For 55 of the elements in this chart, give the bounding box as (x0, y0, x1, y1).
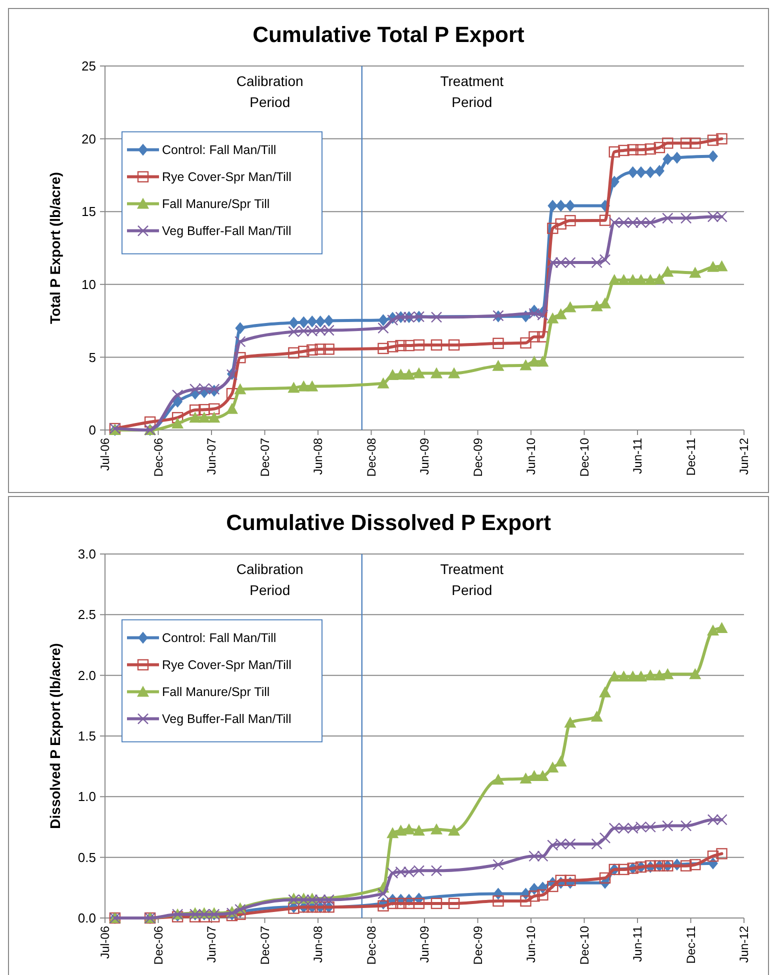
legend-label: Control: Fall Man/Till (162, 143, 276, 158)
legend-label: Rye Cover-Spr Man/Till (162, 658, 292, 672)
x-tick-label: Dec-10 (577, 926, 592, 965)
x-tick-label: Jun-08 (311, 926, 326, 963)
x-tick-label: Jun-12 (737, 438, 752, 475)
legend-label: Fall Manure/Spr Till (162, 197, 270, 212)
annotation: Treatment Period (440, 561, 504, 598)
y-tick-label: 3.0 (78, 546, 96, 562)
y-tick-label: 25 (82, 58, 96, 74)
y-axis-title: Dissolved P Export (lb/acre) (47, 643, 63, 829)
x-tick-label: Jul-06 (98, 926, 112, 959)
x-tick-label: Dec-09 (470, 438, 485, 477)
x-tick-label: Jun-10 (524, 926, 538, 963)
x-tick-label: Dec-06 (151, 438, 166, 477)
y-tick-label: 10 (82, 276, 96, 292)
x-tick-label: Dec-09 (470, 926, 485, 965)
annotation: Calibration Period (236, 73, 304, 110)
y-tick-label: 15 (82, 204, 96, 220)
x-tick-label: Dec-08 (364, 926, 378, 965)
x-tick-label: Dec-06 (151, 926, 166, 965)
y-tick-label: 0.0 (78, 910, 96, 926)
legend-label: Rye Cover-Spr Man/Till (162, 170, 292, 184)
legend-label: Veg Buffer-Fall Man/Till (162, 224, 292, 238)
y-axis-title: Total P Export (lb/acre) (47, 172, 63, 324)
x-tick-label: Jun-11 (630, 438, 645, 474)
x-tick-label: Dec-11 (684, 926, 698, 964)
x-tick-label: Jun-08 (311, 438, 326, 475)
legend-label: Control: Fall Man/Till (162, 631, 276, 646)
y-tick-label: 2.0 (78, 668, 96, 683)
x-tick-label: Jun-11 (630, 926, 645, 962)
x-tick-label: Jun-07 (204, 438, 219, 475)
y-tick-label: 20 (82, 131, 96, 146)
y-tick-label: 0 (88, 422, 96, 438)
x-tick-label: Jun-12 (737, 926, 752, 963)
x-tick-label: Dec-07 (258, 926, 272, 965)
x-tick-label: Jun-07 (204, 926, 219, 963)
x-tick-label: Jun-09 (418, 926, 432, 963)
y-tick-label: 1.5 (78, 728, 96, 744)
legend-label: Veg Buffer-Fall Man/Till (162, 712, 292, 726)
x-tick-label: Dec-10 (577, 438, 592, 477)
x-tick-label: Dec-08 (364, 438, 378, 477)
annotation: Calibration Period (236, 561, 304, 598)
x-tick-label: Jun-10 (524, 438, 538, 475)
y-tick-label: 2.5 (78, 607, 96, 622)
y-tick-label: 0.5 (78, 850, 96, 865)
x-tick-label: Jul-06 (98, 438, 112, 471)
annotation: Treatment Period (440, 73, 504, 110)
x-tick-label: Jun-09 (418, 438, 432, 475)
y-tick-label: 5 (88, 350, 96, 365)
legend-label: Fall Manure/Spr Till (162, 685, 270, 700)
chart-title: Cumulative Dissolved P Export (226, 510, 552, 535)
y-tick-label: 1.0 (78, 789, 96, 804)
x-tick-label: Dec-07 (258, 438, 272, 477)
x-tick-label: Dec-11 (684, 438, 698, 476)
chart-title: Cumulative Total P Export (252, 22, 526, 47)
